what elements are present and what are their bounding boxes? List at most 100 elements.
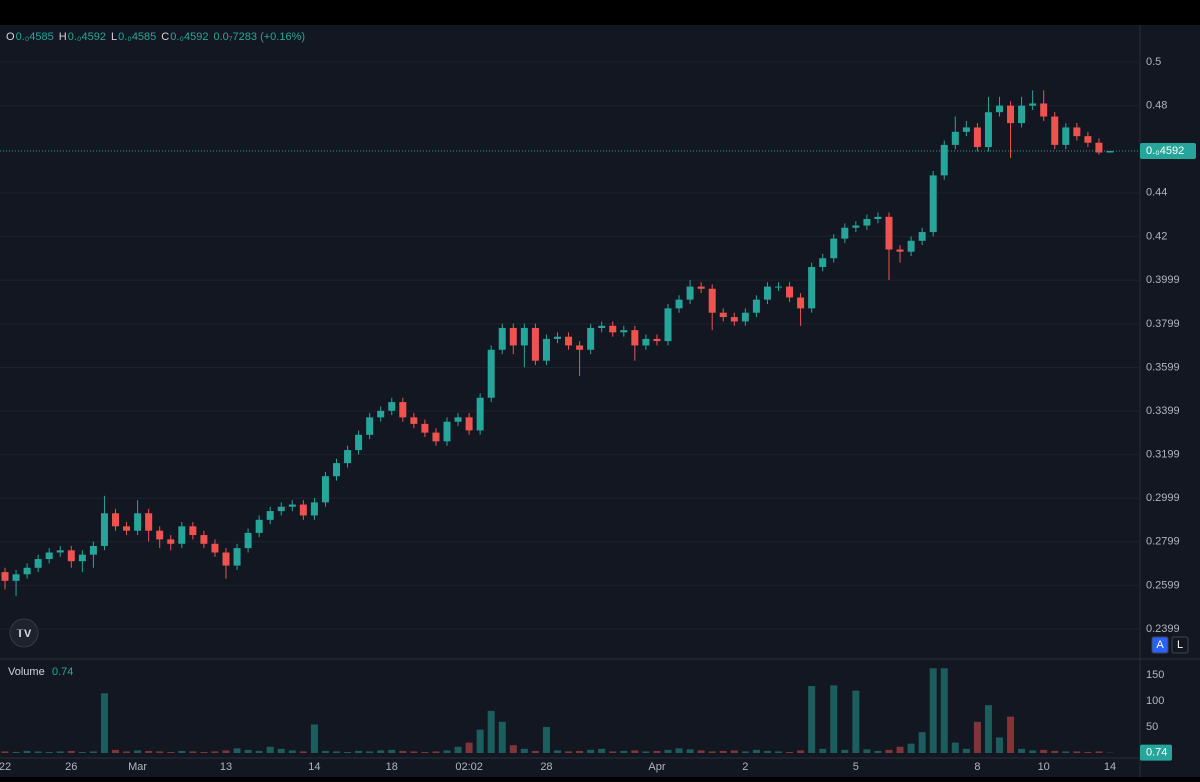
volume-bar bbox=[631, 750, 638, 753]
candle-body bbox=[687, 287, 694, 300]
candle-body bbox=[1062, 127, 1069, 144]
x-tick-label: 2 bbox=[742, 761, 748, 773]
volume-bar bbox=[764, 751, 771, 753]
volume-bar bbox=[344, 752, 351, 753]
candle-body bbox=[963, 127, 970, 131]
volume-bar bbox=[35, 751, 42, 753]
candle-body bbox=[477, 398, 484, 431]
candle-body bbox=[510, 328, 517, 345]
volume-bar bbox=[211, 751, 218, 753]
volume-bar bbox=[178, 751, 185, 753]
volume-bar bbox=[919, 732, 926, 753]
candle-body bbox=[289, 505, 296, 507]
candle-body bbox=[620, 330, 627, 332]
candle-body bbox=[488, 350, 495, 398]
volume-bar bbox=[676, 748, 683, 753]
legend-value: 0.₀4585 bbox=[118, 31, 156, 43]
volume-bar bbox=[830, 685, 837, 753]
volume-bar bbox=[576, 751, 583, 753]
volume-bar bbox=[410, 751, 417, 753]
volume-bar bbox=[322, 751, 329, 753]
candle-body bbox=[234, 548, 241, 565]
scale-button-label[interactable]: A bbox=[1156, 639, 1164, 651]
volume-bar bbox=[952, 743, 959, 753]
volume-bar bbox=[620, 751, 627, 753]
volume-bar bbox=[377, 750, 384, 753]
volume-bar bbox=[57, 751, 64, 753]
candle-body bbox=[698, 287, 705, 289]
volume-tick-label: 100 bbox=[1146, 695, 1164, 707]
candle-body bbox=[410, 417, 417, 424]
volume-bar bbox=[598, 749, 605, 753]
volume-bar bbox=[1018, 749, 1025, 753]
volume-bar bbox=[1073, 751, 1080, 753]
candle-body bbox=[278, 507, 285, 511]
volume-bar bbox=[897, 747, 904, 753]
volume-bar bbox=[24, 751, 31, 753]
volume-bar bbox=[333, 751, 340, 753]
candle-body bbox=[731, 317, 738, 321]
tv-logo[interactable]: TV bbox=[10, 619, 38, 647]
volume-bar bbox=[444, 750, 451, 753]
volume-bar bbox=[245, 750, 252, 753]
volume-bar bbox=[311, 724, 318, 753]
y-tick-label: 0.3399 bbox=[1146, 405, 1180, 417]
x-tick-label: Apr bbox=[648, 761, 665, 773]
volume-bar bbox=[521, 749, 528, 753]
volume-bar bbox=[985, 705, 992, 753]
volume-bar bbox=[731, 750, 738, 753]
y-tick-label: 0.2399 bbox=[1146, 623, 1180, 635]
candle-body bbox=[322, 476, 329, 502]
candle-body bbox=[388, 402, 395, 411]
candle-body bbox=[79, 555, 86, 562]
candle-body bbox=[830, 239, 837, 259]
volume-bar bbox=[1095, 751, 1102, 753]
candle-body bbox=[311, 502, 318, 515]
volume-tag-label: 0.74 bbox=[1146, 747, 1167, 759]
volume-bar bbox=[200, 752, 207, 753]
candle-body bbox=[101, 513, 108, 546]
volume-bar bbox=[742, 751, 749, 753]
x-tick-label: 18 bbox=[386, 761, 398, 773]
candle-body bbox=[399, 402, 406, 417]
candle-body bbox=[333, 463, 340, 476]
volume-bar bbox=[1007, 717, 1014, 753]
volume-bar bbox=[90, 751, 97, 753]
volume-bar bbox=[687, 749, 694, 753]
volume-bar bbox=[642, 751, 649, 753]
x-tick-label: 26 bbox=[65, 761, 77, 773]
candle-body bbox=[1073, 127, 1080, 136]
candle-body bbox=[753, 300, 760, 313]
legend-value: 0.₀4592 bbox=[68, 31, 106, 43]
volume-bar bbox=[145, 751, 152, 753]
y-tick-label: 0.2799 bbox=[1146, 536, 1180, 548]
candle-body bbox=[576, 345, 583, 349]
volume-bar bbox=[510, 745, 517, 753]
volume-bar bbox=[698, 750, 705, 753]
volume-bar bbox=[499, 722, 506, 753]
svg-text:TV: TV bbox=[16, 626, 31, 640]
volume-bar bbox=[554, 750, 561, 753]
x-tick-label: 8 bbox=[974, 761, 980, 773]
candle-body bbox=[941, 145, 948, 176]
volume-bar bbox=[289, 750, 296, 753]
candle-body bbox=[145, 513, 152, 530]
candle-body bbox=[90, 546, 97, 555]
volume-bar bbox=[432, 751, 439, 753]
volume-bar bbox=[930, 668, 937, 753]
y-tick-label: 0.48 bbox=[1146, 100, 1167, 112]
x-tick-label: 14 bbox=[1104, 761, 1116, 773]
candle-body bbox=[1051, 117, 1058, 145]
scale-button-label[interactable]: L bbox=[1177, 639, 1183, 651]
candle-body bbox=[720, 313, 727, 317]
candle-body bbox=[587, 328, 594, 350]
candle-body bbox=[532, 328, 539, 361]
volume-bar bbox=[79, 752, 86, 753]
volume-bar bbox=[908, 744, 915, 753]
volume-bar bbox=[886, 750, 893, 753]
candle-body bbox=[974, 127, 981, 147]
candle-body bbox=[631, 330, 638, 345]
candle-body bbox=[1018, 106, 1025, 123]
volume-bar bbox=[300, 751, 307, 753]
y-tick-label: 0.2599 bbox=[1146, 579, 1180, 591]
